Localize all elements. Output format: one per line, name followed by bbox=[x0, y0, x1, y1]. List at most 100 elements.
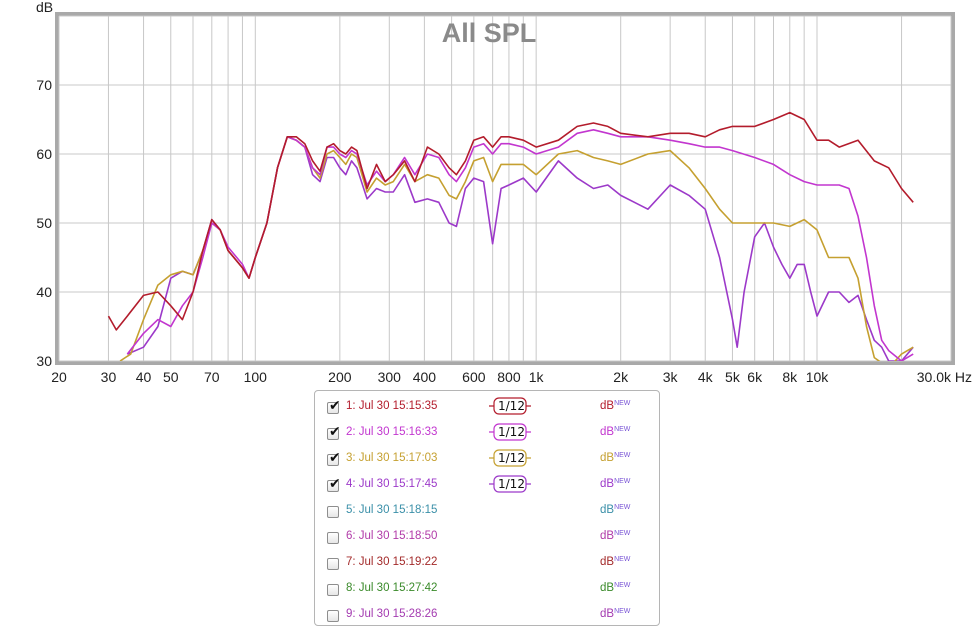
y-axis-label: dB bbox=[36, 0, 53, 15]
x-tick-label: 10k bbox=[806, 369, 830, 385]
legend-row-8: 8: Jul 30 15:27:42 dBNEW bbox=[315, 577, 659, 603]
new-badge: NEW bbox=[614, 452, 631, 459]
x-tick-label: 200 bbox=[328, 369, 352, 385]
x-tick-label: 3k bbox=[663, 369, 679, 385]
series-lines bbox=[107, 111, 914, 361]
measurement-label[interactable]: 2: Jul 30 15:16:33 bbox=[346, 426, 438, 438]
db-offset-button[interactable]: dBNEW bbox=[600, 530, 630, 542]
smoothing-badge[interactable]: 1/12 bbox=[489, 449, 531, 467]
measurement-legend: ✔ 1: Jul 30 15:15:35 1/12 dBNEW ✔ 2: Jul 30 1… bbox=[314, 390, 660, 626]
measurement-label[interactable]: 6: Jul 30 15:18:50 bbox=[346, 530, 438, 542]
y-tick-label: 70 bbox=[36, 77, 52, 93]
measurement-checkbox[interactable] bbox=[327, 584, 339, 596]
x-tick-label: 50 bbox=[163, 369, 179, 385]
smoothing-label: 1/12 bbox=[498, 399, 525, 413]
legend-row-5: 5: Jul 30 15:18:15 dBNEW bbox=[315, 499, 659, 525]
x-tick-label: 100 bbox=[244, 369, 268, 385]
smoothing-badge[interactable]: 1/12 bbox=[489, 423, 531, 441]
x-tick-label: 300 bbox=[378, 369, 402, 385]
db-label: dB bbox=[600, 504, 615, 516]
db-offset-button[interactable]: dBNEW bbox=[600, 452, 630, 464]
smoothing-label: 1/12 bbox=[498, 425, 525, 439]
db-label: dB bbox=[600, 400, 615, 412]
spl-chart: 20 30 40 50 70 100 200 300 400 600 800 1k 2k 3k 4k 5k 6k… bbox=[36, 0, 972, 385]
x-tick-label: 400 bbox=[413, 369, 437, 385]
db-offset-button[interactable]: dBNEW bbox=[600, 400, 630, 412]
measurement-checkbox[interactable] bbox=[327, 558, 339, 570]
new-badge: NEW bbox=[614, 530, 631, 537]
measurement-checkbox[interactable]: ✔ bbox=[327, 476, 341, 492]
measurement-label[interactable]: 8: Jul 30 15:27:42 bbox=[346, 582, 438, 594]
checkmark-icon: ✔ bbox=[329, 476, 341, 492]
db-label: dB bbox=[600, 426, 615, 438]
smoothing-label: 1/12 bbox=[498, 451, 525, 465]
new-badge: NEW bbox=[614, 426, 631, 433]
x-tick-label: 40 bbox=[136, 369, 152, 385]
new-badge: NEW bbox=[614, 478, 631, 485]
measurement-checkbox[interactable] bbox=[327, 532, 339, 544]
y-tick-label: 40 bbox=[36, 284, 52, 300]
checkmark-icon: ✔ bbox=[329, 450, 341, 466]
x-tick-label: 4k bbox=[698, 369, 714, 385]
x-tick-label: 6k bbox=[747, 369, 763, 385]
smoothing-badge[interactable]: 1/12 bbox=[489, 397, 531, 415]
db-label: dB bbox=[600, 608, 615, 620]
grid-lines bbox=[58, 15, 952, 362]
measurement-label[interactable]: 9: Jul 30 15:28:26 bbox=[346, 608, 438, 620]
x-tick-label: 70 bbox=[204, 369, 220, 385]
measurement-checkbox[interactable]: ✔ bbox=[327, 424, 341, 440]
measurement-label[interactable]: 5: Jul 30 15:18:15 bbox=[346, 504, 438, 516]
db-label: dB bbox=[600, 530, 615, 542]
new-badge: NEW bbox=[614, 556, 631, 563]
measurement-label[interactable]: 7: Jul 30 15:19:22 bbox=[346, 556, 438, 568]
x-tick-label: 5k bbox=[725, 369, 741, 385]
x-tick-label: 2k bbox=[613, 369, 629, 385]
checkmark-icon: ✔ bbox=[329, 424, 341, 440]
db-offset-button[interactable]: dBNEW bbox=[600, 426, 630, 438]
measurement-label[interactable]: 4: Jul 30 15:17:45 bbox=[346, 478, 438, 490]
series-line-1 bbox=[107, 111, 914, 331]
measurement-label[interactable]: 1: Jul 30 15:15:35 bbox=[346, 400, 438, 412]
measurement-checkbox[interactable] bbox=[327, 506, 339, 518]
y-tick-label: 50 bbox=[36, 215, 52, 231]
new-badge: NEW bbox=[614, 400, 631, 407]
new-badge: NEW bbox=[614, 504, 631, 511]
legend-row-6: 6: Jul 30 15:18:50 dBNEW bbox=[315, 525, 659, 551]
y-tick-label: 60 bbox=[36, 146, 52, 162]
measurement-checkbox[interactable]: ✔ bbox=[327, 398, 341, 414]
legend-row-9: 9: Jul 30 15:28:26 dBNEW bbox=[315, 603, 659, 629]
checkmark-icon: ✔ bbox=[329, 398, 341, 414]
legend-row-1: ✔ 1: Jul 30 15:15:35 1/12 dBNEW bbox=[315, 395, 659, 421]
measurement-checkbox[interactable] bbox=[327, 610, 339, 622]
smoothing-badge[interactable]: 1/12 bbox=[489, 475, 531, 493]
legend-row-4: ✔ 4: Jul 30 15:17:45 1/12 dBNEW bbox=[315, 473, 659, 499]
new-badge: NEW bbox=[614, 582, 631, 589]
smoothing-label: 1/12 bbox=[498, 477, 525, 491]
plot-area bbox=[55, 12, 955, 365]
x-tick-label: 30 bbox=[101, 369, 117, 385]
db-label: dB bbox=[600, 556, 615, 568]
db-offset-button[interactable]: dBNEW bbox=[600, 582, 630, 594]
legend-row-2: ✔ 2: Jul 30 15:16:33 1/12 dBNEW bbox=[315, 421, 659, 447]
db-offset-button[interactable]: dBNEW bbox=[600, 504, 630, 516]
tick-labels: 20 30 40 50 70 100 200 300 400 600 800 1k 2k 3k 4k 5k 6k… bbox=[36, 77, 972, 385]
db-offset-button[interactable]: dBNEW bbox=[600, 478, 630, 490]
db-offset-button[interactable]: dBNEW bbox=[600, 608, 630, 620]
x-tick-label: 30.0k Hz bbox=[917, 369, 972, 385]
db-offset-button[interactable]: dBNEW bbox=[600, 556, 630, 568]
measurement-checkbox[interactable]: ✔ bbox=[327, 450, 341, 466]
legend-row-3: ✔ 3: Jul 30 15:17:03 1/12 dBNEW bbox=[315, 447, 659, 473]
x-tick-label: 800 bbox=[497, 369, 521, 385]
measurement-label[interactable]: 3: Jul 30 15:17:03 bbox=[346, 452, 438, 464]
x-tick-label: 20 bbox=[51, 369, 67, 385]
db-label: dB bbox=[600, 452, 615, 464]
y-tick-label: 30 bbox=[36, 353, 52, 369]
x-tick-label: 600 bbox=[462, 369, 486, 385]
legend-row-7: 7: Jul 30 15:19:22 dBNEW bbox=[315, 551, 659, 577]
x-tick-label: 8k bbox=[782, 369, 798, 385]
x-tick-label: 1k bbox=[529, 369, 545, 385]
chart-title: All SPL bbox=[442, 18, 537, 48]
new-badge: NEW bbox=[614, 608, 631, 615]
db-label: dB bbox=[600, 582, 615, 594]
db-label: dB bbox=[600, 478, 615, 490]
